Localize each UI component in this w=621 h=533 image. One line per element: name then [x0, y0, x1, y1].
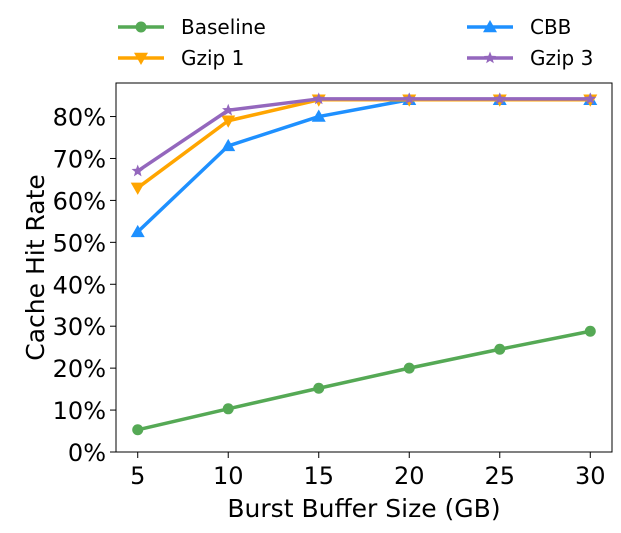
- y-tick-label: 10%: [53, 397, 106, 425]
- data-point: [494, 343, 506, 355]
- series-line: [137, 329, 591, 432]
- x-axis-title: Burst Buffer Size (GB): [227, 494, 500, 523]
- series-line: [136, 98, 591, 234]
- x-tick-label: 20: [394, 462, 425, 490]
- data-point: [493, 92, 506, 105]
- y-tick-label: 20%: [53, 355, 106, 383]
- data-point: [222, 403, 234, 415]
- x-axis: 5 10 15 20 25 30: [130, 452, 606, 490]
- legend-label: Gzip 3: [530, 46, 593, 70]
- legend-label: Baseline: [181, 15, 266, 39]
- plot-frame: [115, 82, 613, 453]
- data-point: [130, 182, 145, 195]
- data-point: [221, 115, 236, 128]
- data-point: [311, 109, 326, 122]
- x-tick-label: 10: [213, 462, 244, 490]
- data-point: [403, 362, 415, 374]
- y-tick-label: 80%: [53, 104, 106, 132]
- y-tick-label: 0%: [68, 439, 106, 467]
- legend-marker: [483, 20, 497, 33]
- series-gzip-3: [131, 92, 597, 177]
- legend: Baseline Gzip 1 CBB Gzip 3: [118, 15, 593, 70]
- legend-marker: [134, 52, 148, 65]
- y-tick-label: 50%: [53, 229, 106, 257]
- data-point: [312, 92, 325, 105]
- x-tick-label: 30: [575, 462, 606, 490]
- y-axis-title: Cache Hit Rate: [21, 174, 50, 361]
- y-tick-label: 70%: [53, 145, 106, 173]
- x-tick-label: 15: [303, 462, 334, 490]
- series-line: [136, 98, 591, 190]
- legend-item: Gzip 1: [118, 46, 244, 70]
- legend-marker: [135, 21, 147, 33]
- series-baseline: [132, 325, 596, 436]
- x-tick-label: 25: [484, 462, 515, 490]
- legend-label: Gzip 1: [181, 46, 244, 70]
- series-line: [136, 97, 591, 173]
- y-axis: 0% 10% 20% 30% 40% 50% 60% 70% 80%: [53, 104, 116, 467]
- data-point: [130, 224, 145, 238]
- data-point: [132, 424, 144, 436]
- x-tick-label: 5: [130, 462, 145, 490]
- data-point: [222, 103, 235, 116]
- y-tick-label: 30%: [53, 313, 106, 341]
- data-point: [221, 138, 236, 152]
- y-tick-label: 40%: [53, 271, 106, 299]
- legend-label: CBB: [530, 15, 571, 39]
- series-cbb: [130, 92, 598, 238]
- legend-item: Baseline: [118, 15, 266, 39]
- legend-item: CBB: [467, 15, 571, 39]
- data-point: [584, 325, 596, 337]
- series-layer: [130, 92, 598, 436]
- y-tick-label: 60%: [53, 187, 106, 215]
- data-point: [313, 382, 325, 394]
- data-point: [403, 92, 416, 105]
- legend-item: Gzip 3: [467, 46, 593, 70]
- data-point: [584, 92, 597, 105]
- legend-marker: [483, 51, 497, 64]
- data-point: [131, 164, 144, 177]
